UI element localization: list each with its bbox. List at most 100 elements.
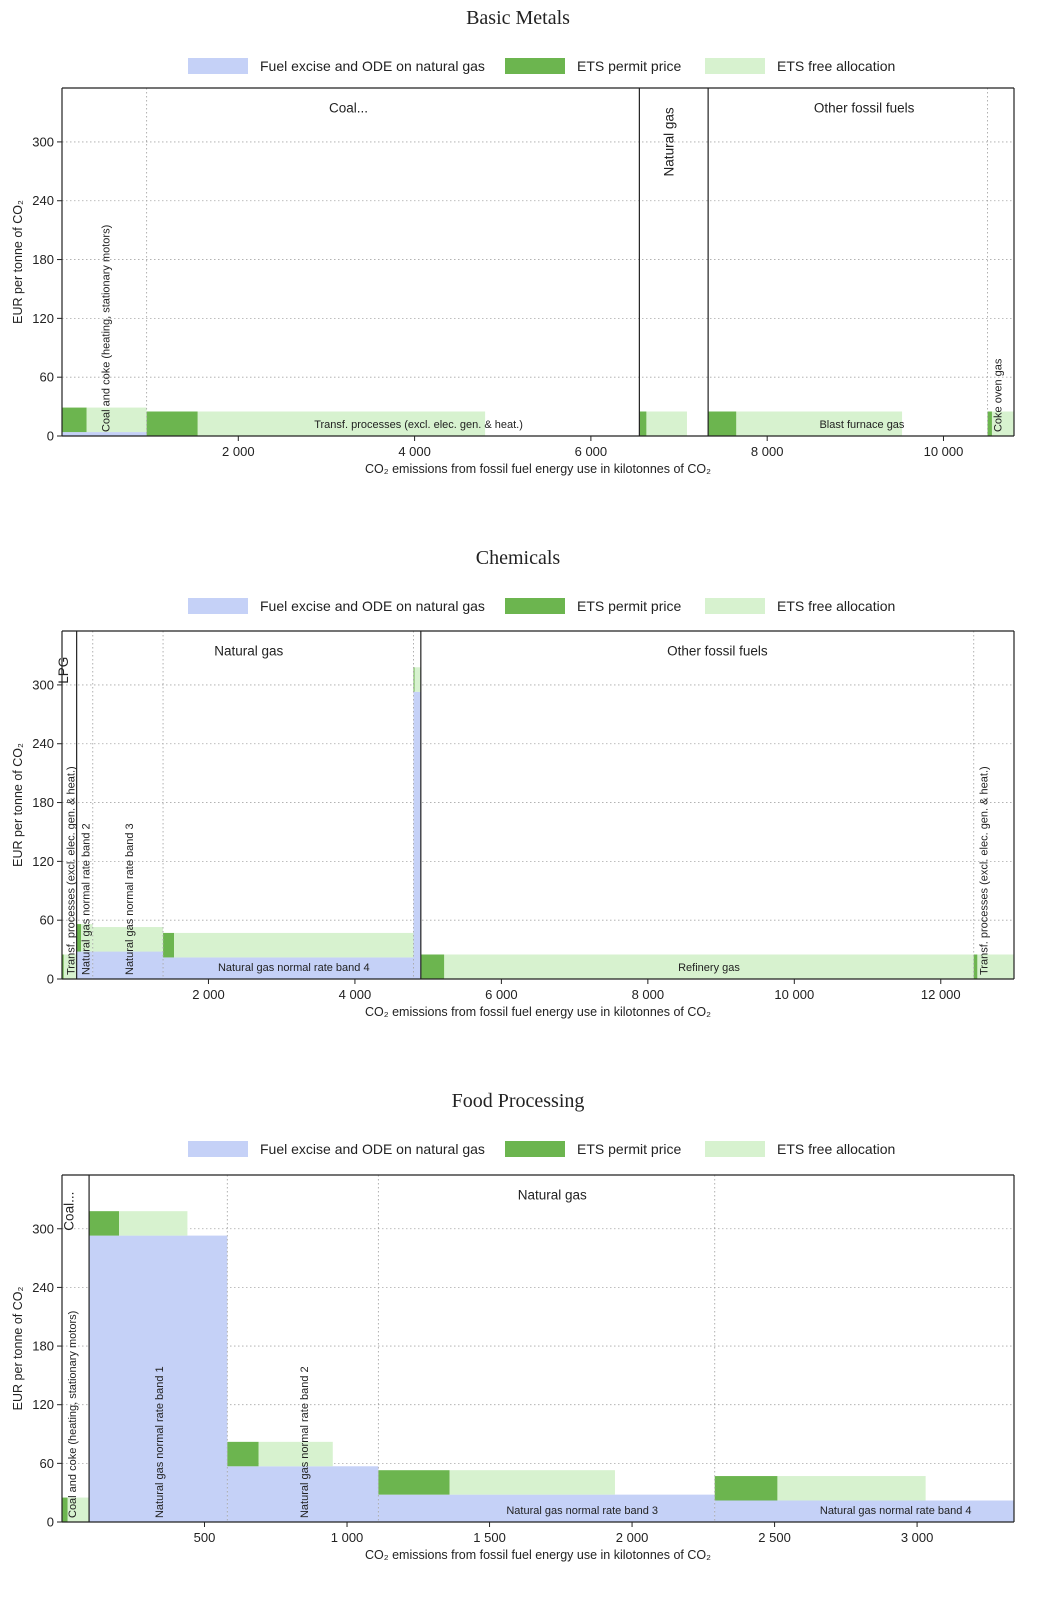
legend-swatch-free bbox=[705, 58, 765, 74]
bar-free-allocation bbox=[92, 927, 164, 952]
bar-label: Transf. processes (excl. elec. gen. & he… bbox=[979, 766, 991, 975]
bar-label: Coal and coke (heating, stationary motor… bbox=[100, 225, 112, 432]
bar-group bbox=[413, 667, 421, 979]
bar-free-allocation bbox=[977, 954, 1014, 979]
bar-group: Natural gas normal rate band 3 bbox=[378, 1470, 715, 1522]
legend: Fuel excise and ODE on natural gas ETS pe… bbox=[188, 598, 895, 614]
bar-label: Natural gas normal rate band 3 bbox=[124, 823, 136, 975]
bar-permit bbox=[62, 954, 64, 979]
group-label: Natural gas bbox=[518, 1187, 587, 1202]
y-axis-label: EUR per tonne of CO₂ bbox=[11, 200, 25, 324]
bar-excise bbox=[227, 1466, 379, 1522]
group-label: Natural gas bbox=[662, 107, 677, 176]
ytick-label: 120 bbox=[32, 311, 54, 326]
bar-free-allocation bbox=[197, 411, 486, 436]
group-label: LPG bbox=[56, 657, 71, 684]
bar-free-allocation bbox=[119, 1211, 188, 1236]
bar-label: Natural gas normal rate band 4 bbox=[820, 1505, 972, 1517]
bar-label: Natural gas normal rate band 3 bbox=[506, 1505, 658, 1517]
bar-permit bbox=[413, 667, 415, 692]
ytick-label: 300 bbox=[32, 677, 54, 692]
bar-group: Blast furnace gas bbox=[708, 411, 905, 436]
bar-free-allocation bbox=[777, 1476, 926, 1501]
legend-swatch-excise bbox=[188, 598, 248, 614]
bar-free-allocation bbox=[646, 411, 687, 436]
bar-label: Coke oven gas bbox=[993, 358, 1005, 432]
bar-group: Natural gas normal rate band 4 bbox=[714, 1476, 1014, 1522]
bar-label: Natural gas normal rate band 2 bbox=[299, 1366, 311, 1518]
xtick-label: 2 500 bbox=[758, 1530, 791, 1545]
bar-permit bbox=[973, 954, 978, 979]
legend-label-permit: ETS permit price bbox=[577, 598, 681, 614]
bar-excise bbox=[413, 691, 421, 979]
bar-free-allocation bbox=[449, 1470, 615, 1495]
xtick-label: 4 000 bbox=[339, 987, 372, 1002]
bar-permit bbox=[76, 924, 82, 952]
bar-free-allocation bbox=[258, 1441, 333, 1467]
legend-label-permit: ETS permit price bbox=[577, 58, 681, 74]
xtick-label: 2 000 bbox=[222, 444, 255, 459]
bar-permit bbox=[146, 411, 198, 436]
ytick-label: 0 bbox=[47, 429, 54, 444]
ytick-label: 60 bbox=[40, 1456, 54, 1471]
bar-group: Natural gas normal rate band 4 bbox=[163, 932, 414, 979]
bar-free-allocation bbox=[86, 407, 147, 433]
legend: Fuel excise and ODE on natural gas ETS pe… bbox=[188, 58, 895, 74]
legend-swatch-excise bbox=[188, 58, 248, 74]
bar-permit bbox=[639, 411, 647, 436]
bar-label: Transf. processes (excl. elec. gen. & he… bbox=[314, 419, 523, 431]
legend-label-permit: ETS permit price bbox=[577, 1141, 681, 1157]
bar-permit bbox=[708, 411, 737, 436]
ytick-label: 240 bbox=[32, 193, 54, 208]
bar-permit bbox=[62, 1497, 68, 1522]
x-axis-label: CO₂ emissions from fossil fuel energy us… bbox=[365, 1005, 711, 1019]
legend-label-excise: Fuel excise and ODE on natural gas bbox=[260, 598, 485, 614]
xtick-label: 6 000 bbox=[485, 987, 518, 1002]
xtick-label: 2 000 bbox=[616, 1530, 649, 1545]
bar-permit bbox=[420, 954, 445, 979]
ytick-label: 180 bbox=[32, 252, 54, 267]
bar-excise bbox=[163, 957, 414, 979]
bar-label: Natural gas normal rate band 1 bbox=[154, 1366, 166, 1518]
xtick-label: 1 000 bbox=[331, 1530, 364, 1545]
bar-group: Natural gas normal rate band 3 bbox=[92, 823, 164, 979]
group-label: Other fossil fuels bbox=[667, 644, 768, 659]
bar-free-allocation bbox=[991, 411, 1014, 436]
legend-label-free: ETS free allocation bbox=[777, 1141, 895, 1157]
bar-group: Coal and coke (heating, stationary motor… bbox=[62, 1311, 90, 1522]
bar-permit bbox=[89, 1211, 120, 1236]
bar-group: Transf. processes (excl. elec. gen. & he… bbox=[973, 766, 1014, 979]
xtick-label: 10 000 bbox=[774, 987, 814, 1002]
x-axis-label: CO₂ emissions from fossil fuel energy us… bbox=[365, 462, 711, 476]
y-axis-label: EUR per tonne of CO₂ bbox=[11, 743, 25, 867]
chart-panel-1: Basic Metals Fuel excise and ODE on natur… bbox=[11, 7, 1015, 476]
chart-panel-2: Chemicals Fuel excise and ODE on natural … bbox=[11, 547, 1015, 1019]
bar-free-allocation bbox=[81, 924, 93, 952]
bar-group: Natural gas normal rate band 2 bbox=[227, 1366, 379, 1522]
ytick-label: 300 bbox=[32, 134, 54, 149]
bar-group: Coke oven gas bbox=[987, 358, 1014, 436]
bar-permit bbox=[714, 1476, 778, 1501]
bar-excise bbox=[89, 1235, 228, 1522]
bar-free-allocation bbox=[63, 954, 77, 979]
ytick-label: 0 bbox=[47, 972, 54, 987]
bar-permit bbox=[62, 407, 87, 433]
legend-swatch-free bbox=[705, 598, 765, 614]
legend-swatch-excise bbox=[188, 1141, 248, 1157]
bar-group: Natural gas normal rate band 1 bbox=[89, 1211, 228, 1522]
bar-permit bbox=[378, 1470, 450, 1495]
bar-label: Blast furnace gas bbox=[819, 419, 904, 431]
y-axis-label: EUR per tonne of CO₂ bbox=[11, 1287, 25, 1411]
legend-label-excise: Fuel excise and ODE on natural gas bbox=[260, 1141, 485, 1157]
bar-excise bbox=[62, 432, 147, 436]
xtick-label: 8 000 bbox=[751, 444, 784, 459]
bar-excise bbox=[76, 951, 93, 979]
legend-swatch-free bbox=[705, 1141, 765, 1157]
ytick-label: 180 bbox=[32, 1339, 54, 1354]
legend-swatch-permit bbox=[505, 58, 565, 74]
bar-label: Natural gas normal rate band 2 bbox=[81, 823, 93, 975]
legend-label-excise: Fuel excise and ODE on natural gas bbox=[260, 58, 485, 74]
bar-label: Natural gas normal rate band 4 bbox=[218, 962, 370, 974]
legend-label-free: ETS free allocation bbox=[777, 598, 895, 614]
group-label: Natural gas bbox=[214, 644, 283, 659]
